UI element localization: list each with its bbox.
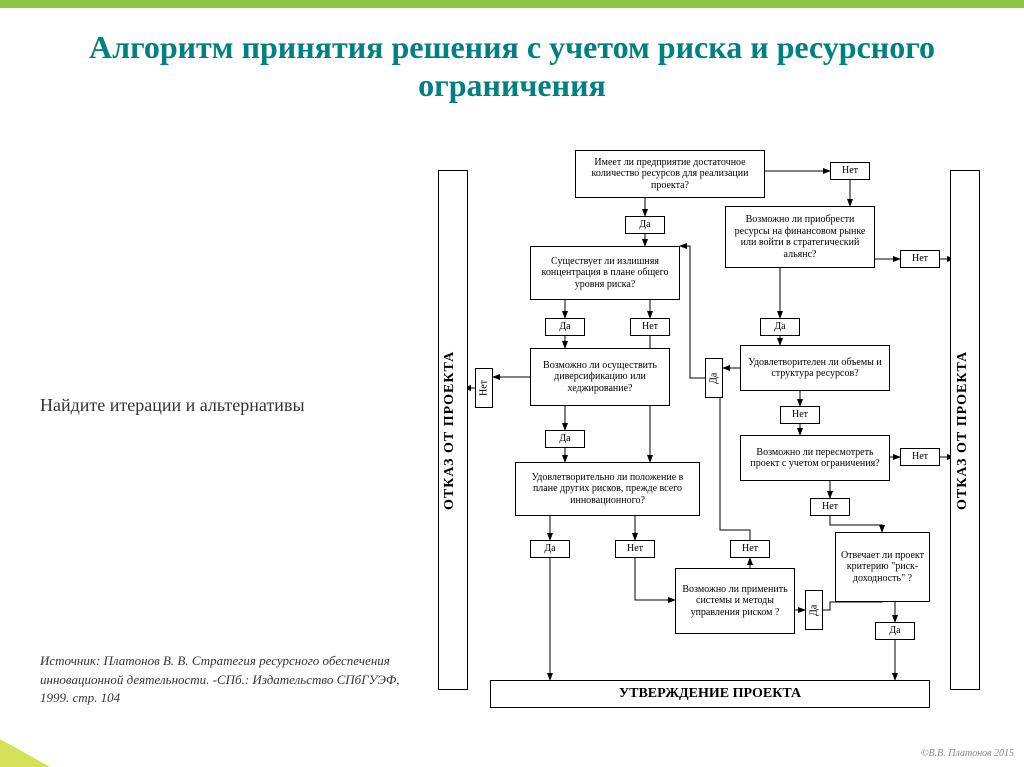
node-yes2: Да (760, 318, 800, 336)
copyright: ©В.В. Платонов 2015 (921, 748, 1014, 759)
node-no3: Нет (630, 318, 670, 336)
node-yes8: Да (805, 590, 823, 630)
node-q5: Удовлетворителен ли объемы и структура р… (740, 345, 890, 391)
approve-project: УТВЕРЖДЕНИЕ ПРОЕКТА (490, 680, 930, 708)
node-yes3: Да (545, 318, 585, 336)
flowchart-diagram: ОТКАЗ ОТ ПРОЕКТА ОТКАЗ ОТ ПРОЕКТА УТВЕРЖДЕ… (430, 150, 990, 720)
node-yes1: Да (625, 216, 665, 234)
node-q2: Возможно ли приобрести ресурсы на финанс… (725, 206, 875, 268)
node-no7: Нет (615, 540, 655, 558)
node-yes4da: Да (705, 358, 723, 398)
node-q4: Возможно ли осуществить диверсификацию и… (530, 348, 670, 406)
side-note: Найдите итерации и альтернативы (40, 395, 305, 416)
node-no6: Нет (900, 448, 940, 466)
reject-label-left: ОТКАЗ ОТ ПРОЕКТА (442, 190, 464, 670)
source-citation: Источник: Платонов В. В. Стратегия ресур… (40, 652, 420, 707)
node-q8: Возможно ли применить системы и методы у… (675, 568, 795, 634)
node-no2: Нет (900, 250, 940, 268)
reject-label-right: ОТКАЗ ОТ ПРОЕКТА (955, 190, 977, 670)
node-q6: Возможно ли пересмотреть проект с учетом… (740, 435, 890, 481)
accent-bottom-triangle (0, 739, 50, 767)
node-yes7: Да (530, 540, 570, 558)
node-yes9: Да (875, 622, 915, 640)
node-no1: Нет (830, 162, 870, 180)
node-yes5: Да (545, 430, 585, 448)
node-q3: Существует ли излишняя концентрация в пл… (530, 246, 680, 300)
accent-top-bar (0, 0, 1024, 8)
node-no5: Нет (780, 406, 820, 424)
node-no4: Нет (475, 368, 493, 408)
node-q9: Отвечает ли проект критерию "риск-доходн… (835, 532, 930, 602)
node-q7: Удовлетворительно ли положение в плане д… (515, 462, 700, 516)
node-no8a: Нет (730, 540, 770, 558)
node-q1: Имеет ли предприятие достаточное количес… (575, 150, 765, 198)
node-no6b: Нет (810, 498, 850, 516)
page-title: Алгоритм принятия решения с учетом риска… (0, 28, 1024, 105)
